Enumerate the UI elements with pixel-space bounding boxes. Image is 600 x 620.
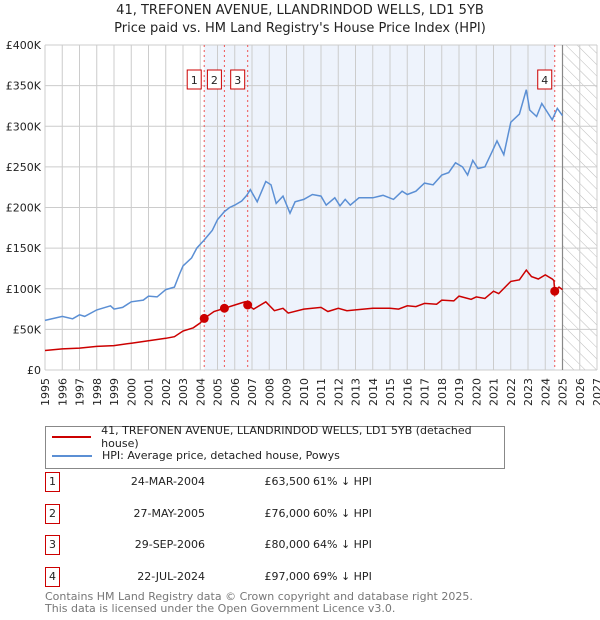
footer-line: Contains HM Land Registry data © Crown c… [45,590,473,603]
x-tick-label: 1996 [56,378,69,406]
legend-swatch-blue [52,454,92,457]
y-tick-label: £400K [6,39,42,52]
x-tick-label: 1995 [39,378,52,406]
x-tick-label: 2010 [298,378,311,406]
y-tick-label: £200K [6,202,42,215]
sale-hpi-diff: 64% ↓ HPI [313,538,372,551]
y-tick-label: £150K [6,242,42,255]
sale-point [550,286,560,296]
legend-label: HPI: Average price, detached house, Powy… [102,449,340,462]
x-tick-label: 2023 [522,378,535,406]
sale-price: £63,500 [264,475,311,488]
sale-hpi-diff: 61% ↓ HPI [313,475,372,488]
x-tick-label: 2014 [367,378,380,406]
x-tick-label: 2011 [315,378,328,406]
sale-number: 3 [45,535,60,555]
y-tick-label: £300K [6,120,42,133]
x-tick-label: 2009 [281,378,294,406]
sale-label-box [230,69,246,90]
chart-title: 41, TREFONEN AVENUE, LLANDRINDOD WELLS, … [0,2,600,38]
x-tick-label: 2020 [470,378,483,406]
sale-date: 24-MAR-2004 [130,475,205,488]
sale-row: 2 27-MAY-2005 £76,000 60% ↓ HPI [45,503,465,524]
legend-swatch-red [52,435,92,438]
x-tick-label: 2004 [194,378,207,406]
x-tick-label: 2006 [229,378,242,406]
y-tick-label: £250K [6,161,42,174]
sale-number: 2 [45,503,60,524]
x-tick-label: 2000 [125,378,138,406]
sale-row: 4 22-JUL-2024 £97,000 69% ↓ HPI [45,566,465,587]
property-price-line [44,268,563,352]
x-tick-label: 2022 [505,378,518,406]
sale-label-number: 2 [211,74,218,87]
x-tick-label: 2018 [436,378,449,406]
sale-label-box [537,69,553,90]
x-tick-label: 2025 [557,378,570,406]
sale-hpi-diff: 69% ↓ HPI [313,569,372,583]
x-tick-label: 2012 [332,378,345,406]
sale-hpi-diff: 60% ↓ HPI [313,506,372,520]
y-tick-label: £100K [6,283,42,296]
title-line: 41, TREFONEN AVENUE, LLANDRINDOD WELLS, … [116,3,484,18]
x-tick-label: 1998 [91,378,104,406]
x-tick-label: 1999 [108,378,121,406]
x-tick-label: 2003 [177,378,190,406]
sale-price: £97,000 [264,569,311,583]
sale-label-box [206,69,222,90]
x-tick-label: 2008 [263,378,276,406]
legend: 41, TREFONEN AVENUE, LLANDRINDOD WELLS, … [45,424,505,469]
legend-item-property: 41, TREFONEN AVENUE, LLANDRINDOD WELLS, … [46,424,504,450]
x-tick-label: 2001 [143,378,156,406]
sale-label-number: 3 [234,74,241,87]
x-tick-label: 2015 [384,378,397,406]
sale-point [243,300,253,310]
price-chart: 1995 1996 1997 1998 1999 2000 2001 2002 2003 2004… [6,39,600,406]
x-tick-label: 2019 [453,378,466,406]
y-tick-label: £50K [13,323,42,336]
y-tick-label: £350K [6,80,42,93]
legend-item-hpi: HPI: Average price, detached house, Powy… [46,446,504,465]
sale-price: £76,000 [264,506,311,520]
x-tick-label: 2013 [350,378,363,406]
x-tick-label: 2024 [539,378,552,406]
sale-label-box [186,69,202,90]
sale-date: 27-MAY-2005 [133,506,205,520]
x-tick-label: 2005 [212,378,225,406]
hpi-line [44,89,564,322]
x-tick-label: 2026 [574,378,587,406]
x-tick-label: 2007 [246,378,259,406]
sale-date: 29-SEP-2006 [134,538,205,551]
sale-price: £80,000 [264,538,311,551]
sale-row: 1 24-MAR-2004 £63,500 61% ↓ HPI [45,472,465,492]
footer-line: This data is licensed under the Open Gov… [45,602,396,615]
sale-point [219,303,229,313]
x-tick-label: 2017 [419,378,432,406]
x-tick-label: 2016 [401,378,414,406]
x-tick-label: 2002 [160,378,173,406]
sale-row: 3 29-SEP-2006 £80,000 64% ↓ HPI [45,535,465,555]
x-tick-label: 1997 [74,378,87,406]
x-tick-label: 2021 [488,378,501,406]
sale-label-number: 1 [191,74,198,87]
y-tick-label: £0 [27,364,41,377]
sale-point [199,313,209,323]
subtitle-line: Price paid vs. HM Land Registry's House … [114,21,486,36]
sale-number: 1 [45,472,60,492]
footer: Contains HM Land Registry data © Crown c… [45,591,473,615]
legend-label: 41, TREFONEN AVENUE, LLANDRINDOD WELLS, … [101,423,472,450]
x-tick-label: 2027 [591,378,600,406]
sale-label-number: 4 [541,74,548,87]
sale-number: 4 [45,566,60,587]
sale-date: 22-JUL-2024 [137,569,205,583]
